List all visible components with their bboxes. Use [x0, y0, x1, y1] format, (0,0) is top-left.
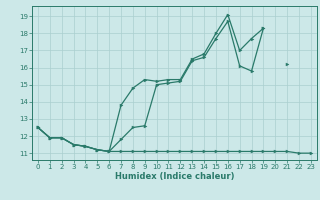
X-axis label: Humidex (Indice chaleur): Humidex (Indice chaleur)	[115, 172, 234, 181]
